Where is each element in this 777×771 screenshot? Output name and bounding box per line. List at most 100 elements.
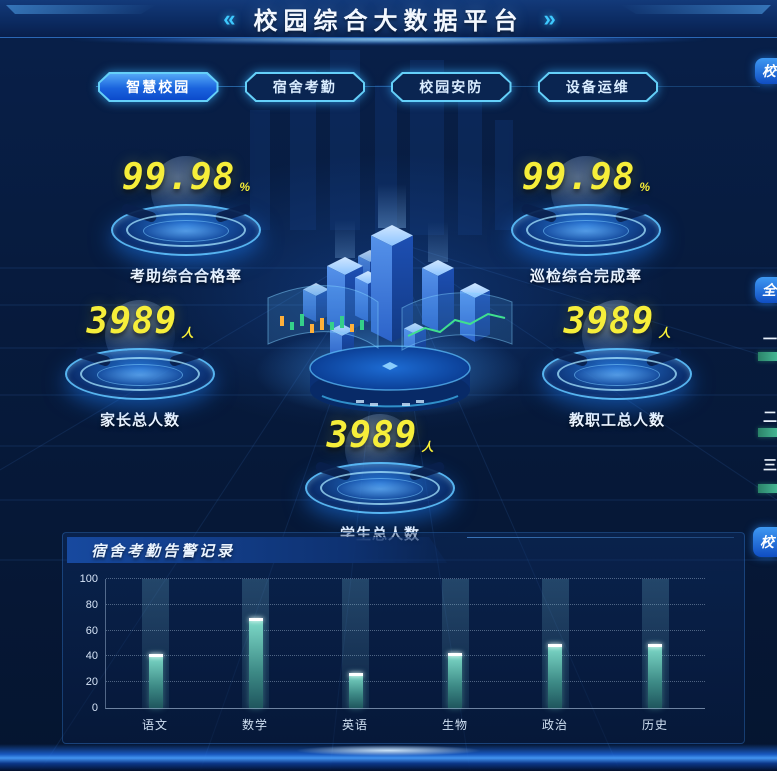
- stat-platform: [65, 300, 215, 400]
- stat-label: 教职工总人数: [568, 412, 665, 429]
- y-axis-tick: 20: [85, 676, 98, 689]
- bar-4: [448, 652, 463, 708]
- stat-platform: [542, 300, 692, 400]
- y-axis-tick: 0: [91, 702, 98, 714]
- left-chevrons-icon: «: [223, 5, 235, 31]
- gridline: [106, 578, 705, 579]
- chart-plot: 0 20 40 60 80 100: [80, 573, 705, 714]
- platform-disc: [337, 478, 423, 500]
- header-decoration-left: [6, 5, 156, 14]
- bar-5: [548, 643, 563, 708]
- right-panel-tab-top[interactable]: 校: [755, 58, 777, 84]
- bar-cell: [306, 579, 406, 708]
- tab-dorm-attendance[interactable]: 宿舍考勤: [245, 72, 366, 102]
- stat-value-row: 3989 人: [327, 418, 434, 458]
- x-axis-label: 历史: [641, 718, 668, 732]
- rank-label-3: 三: [763, 458, 777, 472]
- stat-label: 巡检综合完成率: [529, 268, 642, 285]
- tab-label: 设备运维: [540, 74, 657, 100]
- rank-label-2: 二: [763, 410, 777, 424]
- bottom-glow-bar: [0, 744, 777, 771]
- right-panel-tab-label: 全: [762, 282, 776, 298]
- header-decoration-right: [621, 5, 771, 14]
- attendance-alarm-chart: 0 20 40 60 80 100 语文 数学 英语 生物 政治 历史: [63, 533, 744, 743]
- bar-cell: [206, 579, 306, 708]
- bar-cell: [405, 579, 505, 708]
- platform-ring: [80, 357, 200, 391]
- bars-row: [106, 579, 705, 708]
- bar-cell: [505, 579, 605, 708]
- gridline: [106, 681, 705, 683]
- rank-badge: [758, 428, 777, 437]
- stat-value-row: 99.98 %: [122, 160, 250, 200]
- stat-label: 考助综合合格率: [129, 268, 242, 285]
- gridline: [106, 655, 705, 657]
- bar-cell: [605, 579, 705, 708]
- gridline: [106, 603, 705, 605]
- stat-value: 3989: [86, 301, 178, 342]
- stat-value: 99.98: [521, 157, 636, 198]
- stat-value: 99.98: [121, 157, 236, 198]
- stat-value-row: 3989 人: [564, 304, 671, 344]
- alarm-panel-title: 宿舍考勤告警记录: [67, 537, 465, 563]
- stat-unit: 人: [181, 326, 194, 340]
- tab-equipment-ops[interactable]: 设备运维: [538, 72, 659, 102]
- stat-attendance-pass-rate: 99.98 % 考助综合合格率: [91, 156, 281, 286]
- line-chart-ribbon: [401, 292, 513, 351]
- x-axis-label: 生物: [441, 718, 468, 732]
- stat-value: 3989: [326, 415, 418, 456]
- bar-2: [248, 617, 263, 708]
- x-axis-label: 数学: [241, 718, 268, 732]
- alarm-panel: 宿舍考勤告警记录 0 20 40 60 80 100 语文 数学 英语 生物 政治 历史: [62, 532, 745, 744]
- rank-badge: [758, 484, 777, 493]
- stat-value-row: 3989 人: [87, 304, 194, 344]
- rank-label-1: 一: [763, 332, 777, 346]
- platform-ring: [320, 471, 440, 505]
- x-axis-label: 英语: [341, 718, 368, 732]
- alarm-panel-title-text: 宿舍考勤告警记录: [91, 542, 236, 560]
- platform-ring: [557, 357, 677, 391]
- center-visualization: [255, 184, 525, 418]
- x-axis-label: 政治: [541, 718, 568, 732]
- platform-ring: [526, 213, 646, 247]
- platform-disc: [97, 364, 183, 386]
- tab-bar: 智慧校园 宿舍考勤 校园安防 设备运维: [98, 72, 658, 102]
- header: « 校园综合大数据平台 »: [0, 0, 777, 38]
- right-panel-tab-label: 校: [762, 63, 776, 79]
- stat-unit: %: [239, 180, 251, 194]
- rank-badge: [758, 352, 777, 361]
- right-chevrons-icon: »: [543, 5, 556, 31]
- stat-label: 家长总人数: [99, 412, 180, 429]
- stat-platform: [111, 156, 261, 256]
- tab-label: 宿舍考勤: [247, 74, 364, 100]
- stat-platform: [305, 414, 455, 514]
- tab-smart-campus[interactable]: 智慧校园: [98, 72, 219, 102]
- stat-inspection-completion-rate: 99.98 % 巡检综合完成率: [491, 156, 681, 286]
- y-axis-tick: 40: [85, 650, 98, 663]
- stat-unit: 人: [421, 440, 434, 454]
- stat-unit: 人: [658, 326, 671, 340]
- platform-ring: [126, 213, 246, 247]
- stat-staff-total: 3989 人 教职工总人数: [522, 300, 712, 430]
- bar-6: [648, 643, 663, 708]
- stat-students-total: 3989 人 学生总人数: [285, 414, 475, 544]
- bar-cell: [106, 579, 206, 708]
- candlestick-ribbon: [267, 285, 379, 349]
- stat-platform: [511, 156, 661, 256]
- tab-campus-security[interactable]: 校园安防: [391, 72, 512, 102]
- stat-value-row: 99.98 %: [522, 160, 650, 200]
- y-axis-tick: 60: [85, 624, 98, 637]
- right-panel-tab-label: 校: [760, 534, 774, 550]
- tab-label: 智慧校园: [100, 74, 217, 100]
- right-panel-tab-bottom[interactable]: 校: [753, 527, 777, 557]
- stat-parents-total: 3989 人 家长总人数: [45, 300, 235, 430]
- stat-value: 3989: [563, 301, 655, 342]
- gridline: [106, 629, 705, 631]
- bar-3: [348, 673, 363, 708]
- y-axis-tick: 80: [85, 598, 98, 611]
- platform-disc: [143, 220, 229, 242]
- stat-unit: %: [639, 180, 651, 194]
- podium: [309, 345, 471, 412]
- right-panel-tab-middle[interactable]: 全: [755, 277, 777, 303]
